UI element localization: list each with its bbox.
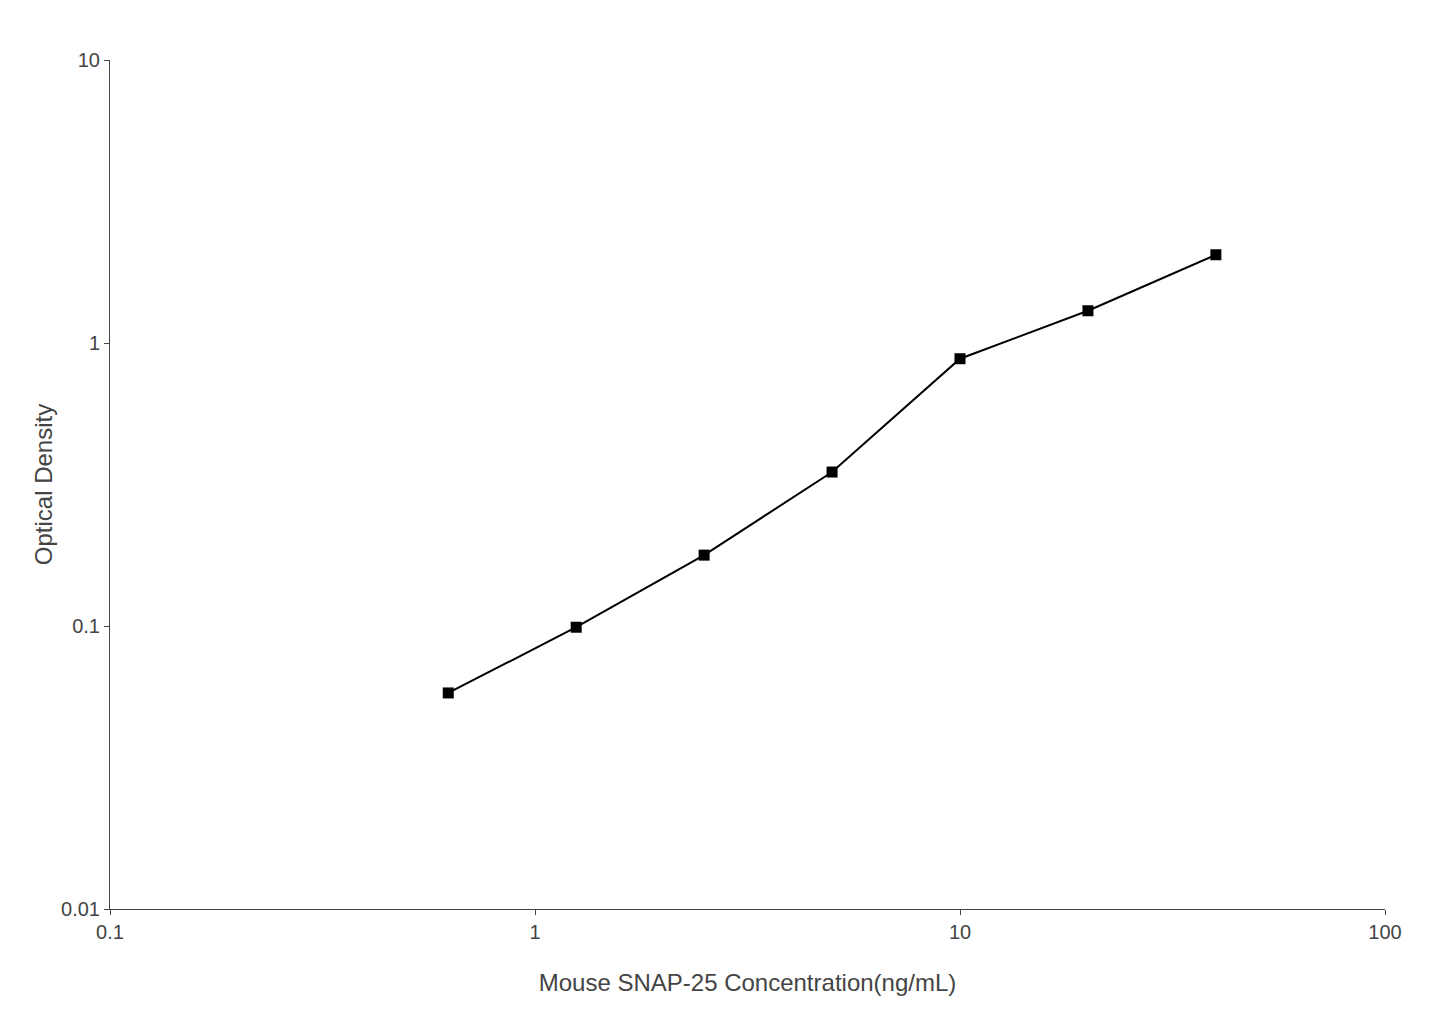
svg-text:100: 100: [1368, 921, 1401, 943]
svg-text:0.01: 0.01: [61, 898, 100, 920]
svg-text:1: 1: [89, 332, 100, 354]
svg-text:Optical Density: Optical Density: [30, 404, 57, 565]
svg-text:0.1: 0.1: [96, 921, 124, 943]
svg-text:0.1: 0.1: [72, 615, 100, 637]
svg-text:10: 10: [78, 49, 100, 71]
svg-text:10: 10: [949, 921, 971, 943]
svg-text:1: 1: [529, 921, 540, 943]
svg-text:Mouse SNAP-25 Concentration(ng: Mouse SNAP-25 Concentration(ng/mL): [539, 969, 957, 996]
